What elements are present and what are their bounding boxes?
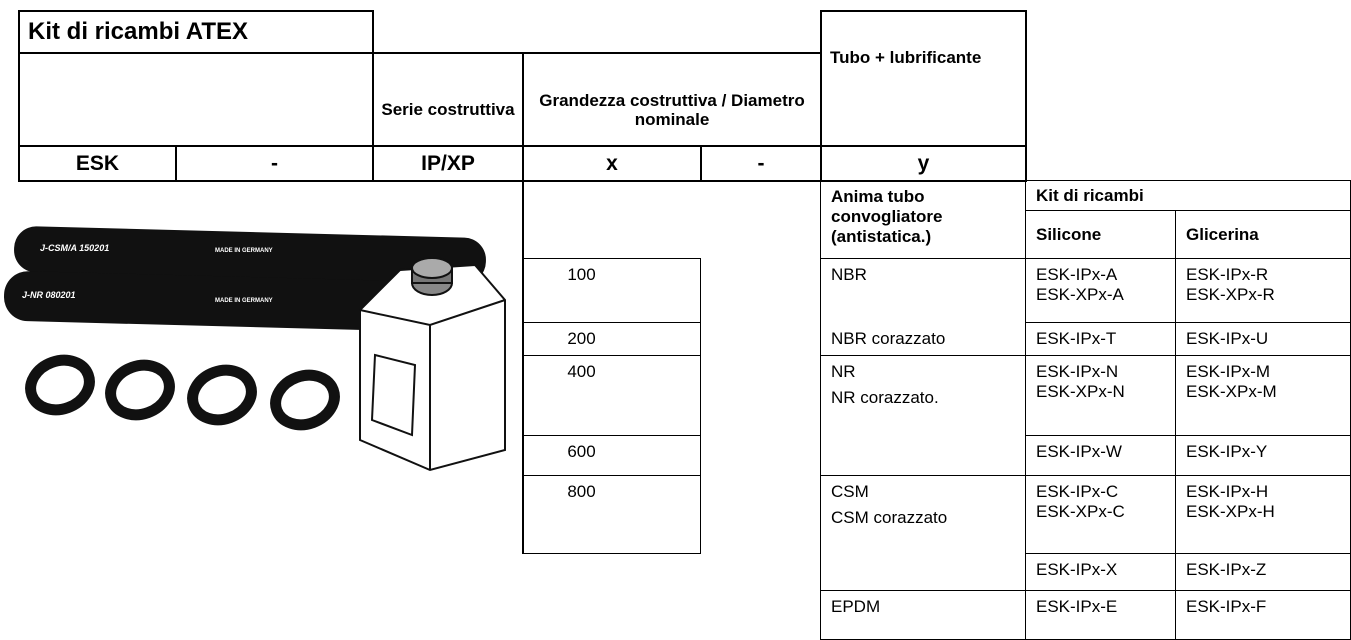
kit-code: ESK-XPx-H	[1186, 502, 1275, 521]
kit-cell: ESK-IPx-C ESK-XPx-C	[1025, 475, 1176, 554]
kit-cell: ESK-IPx-Z	[1175, 553, 1351, 591]
column-header: Anima tubo convogliatore (antistatica.)	[820, 180, 1026, 259]
kit-cell: ESK-IPx-X	[1025, 553, 1176, 591]
code-part: -	[175, 145, 374, 182]
kit-cell: ESK-IPx-M ESK-XPx-M	[1175, 355, 1351, 436]
kit-code: ESK-IPx-R	[1186, 265, 1269, 284]
hose: NBR	[831, 265, 867, 284]
size-cell: 100	[522, 258, 701, 323]
hose: CSM corazzato	[831, 508, 948, 527]
kit-code: ESK-IPx-W	[1036, 442, 1122, 461]
hose: NR corazzato.	[831, 388, 939, 407]
size-cell: 600	[522, 435, 701, 476]
hose-cell: NBR NBR corazzato	[820, 258, 1026, 356]
size-cell: 400	[522, 355, 701, 436]
size-cell: 800	[522, 475, 701, 554]
column-header: Silicone	[1025, 210, 1176, 259]
kit-code: ESK-IPx-N	[1036, 362, 1119, 381]
code-part: y	[820, 145, 1027, 182]
kit-code: ESK-IPx-X	[1036, 560, 1118, 579]
hose-label: J-CSM/A 150201	[40, 243, 109, 253]
hose-cell: NR NR corazzato.	[820, 355, 1026, 476]
title: Kit di ricambi ATEX	[18, 10, 374, 54]
kit-code: ESK-IPx-C	[1036, 482, 1119, 501]
column-header: Grandezza costruttiva / Diametro nominal…	[522, 52, 822, 147]
kit-cell: ESK-IPx-E	[1025, 590, 1176, 640]
code-part: ESK	[18, 145, 177, 182]
kit-code: ESK-XPx-N	[1036, 382, 1125, 401]
rings	[25, 354, 340, 431]
hose: EPDM	[831, 597, 881, 616]
hose	[14, 226, 486, 284]
kit-cell: ESK-IPx-F	[1175, 590, 1351, 640]
kit-code: ESK-IPx-U	[1186, 329, 1269, 348]
kit-code: ESK-IPx-A	[1036, 265, 1118, 284]
kit-code: ESK-IPx-T	[1036, 329, 1117, 348]
kit-cell: ESK-IPx-N ESK-XPx-N	[1025, 355, 1176, 436]
code-part: IP/XP	[372, 145, 524, 182]
kit-cell: ESK-IPx-W	[1025, 435, 1176, 476]
kit-code: ESK-IPx-E	[1036, 597, 1118, 616]
hose-cell: EPDM	[820, 590, 1026, 640]
column-header: Serie costruttiva	[372, 52, 524, 147]
kit-code: ESK-IPx-Y	[1186, 442, 1268, 461]
kit-code: ESK-XPx-R	[1186, 285, 1275, 304]
kit-cell: ESK-IPx-R ESK-XPx-R	[1175, 258, 1351, 323]
kit-cell: ESK-IPx-H ESK-XPx-H	[1175, 475, 1351, 554]
column-header: Kit di ricambi	[1025, 180, 1351, 211]
hose: NBR corazzato	[831, 329, 946, 348]
hose-label: J-NR 080201	[22, 290, 76, 300]
kit-cell: ESK-IPx-Y	[1175, 435, 1351, 476]
kit-cell: ESK-IPx-T	[1025, 322, 1176, 356]
hose: NR	[831, 362, 856, 381]
kit-code: ESK-XPx-A	[1036, 285, 1124, 304]
hose-cell: CSM CSM corazzato	[820, 475, 1026, 591]
size-cell: 200	[522, 322, 701, 356]
kit-cell: ESK-IPx-U	[1175, 322, 1351, 356]
kit-code: ESK-IPx-H	[1186, 482, 1269, 501]
column-header: Glicerina	[1175, 210, 1351, 259]
kit-cell: ESK-IPx-A ESK-XPx-A	[1025, 258, 1176, 323]
kit-code: ESK-IPx-M	[1186, 362, 1271, 381]
column-header: Tubo + lubrificante	[820, 10, 1027, 147]
kit-code: ESK-IPx-F	[1186, 597, 1267, 616]
kit-code: ESK-XPx-M	[1186, 382, 1277, 401]
kit-code: ESK-XPx-C	[1036, 502, 1125, 521]
lubricant-bottle	[359, 257, 506, 472]
product-image: J-CSM/A 150201 MADE IN GERMANY J-NR 0802…	[3, 226, 506, 472]
cell	[18, 52, 374, 147]
hose: CSM	[831, 482, 869, 501]
hose-label: MADE IN GERMANY	[215, 298, 273, 304]
kit-code: ESK-IPx-Z	[1186, 560, 1267, 579]
code-part: -	[700, 145, 822, 182]
hose-label: MADE IN GERMANY	[215, 248, 273, 254]
code-part: x	[522, 145, 702, 182]
